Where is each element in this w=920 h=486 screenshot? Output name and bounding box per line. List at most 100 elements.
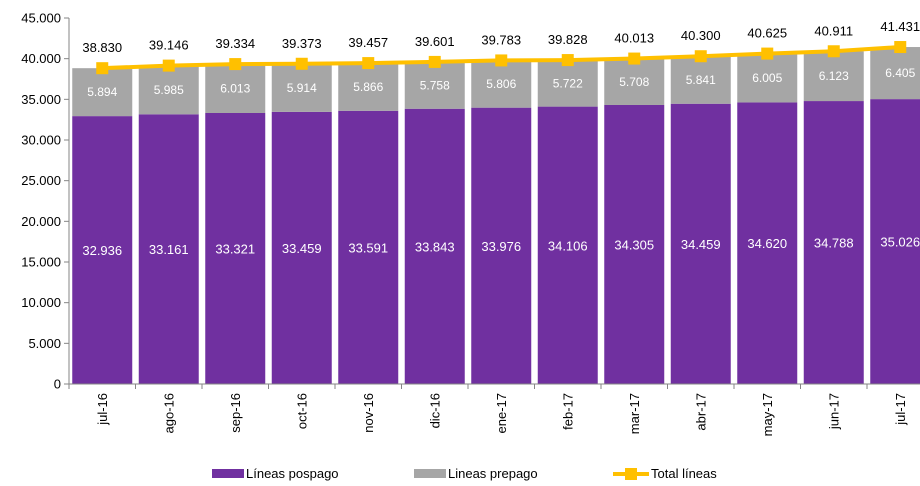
- bar-prepago: [803, 51, 864, 102]
- data-label-prepago: 5.866: [353, 80, 383, 94]
- x-tick-label: ene-17: [494, 393, 509, 433]
- data-label-pospago: 34.459: [681, 237, 721, 252]
- legend-item-prepago: Lineas prepago: [414, 466, 538, 481]
- total-marker: [96, 62, 109, 75]
- x-tick-label: ago-16: [161, 393, 176, 433]
- x-tick-label: dic-16: [427, 393, 442, 428]
- total-marker: [628, 52, 641, 65]
- bar-pospago: [604, 104, 665, 385]
- data-label-pospago: 34.106: [548, 238, 588, 253]
- y-tick-label: 5.000: [28, 336, 61, 351]
- data-label-pospago: 33.591: [348, 240, 388, 255]
- data-label-prepago: 5.894: [87, 85, 117, 99]
- bar-prepago: [471, 60, 532, 108]
- data-label-prepago: 6.005: [752, 71, 782, 85]
- data-label-total: 40.300: [681, 28, 721, 43]
- data-label-pospago: 33.843: [415, 239, 455, 254]
- bar-pospago: [72, 116, 133, 384]
- bar-pospago: [205, 112, 266, 384]
- bar-prepago: [338, 63, 399, 111]
- data-label-total: 39.334: [215, 36, 255, 51]
- x-tick-label: oct-16: [294, 393, 309, 429]
- legend-label-total: Total líneas: [651, 466, 717, 481]
- data-label-prepago: 5.914: [287, 81, 317, 95]
- data-label-prepago: 6.123: [819, 69, 849, 83]
- bar-prepago: [604, 58, 665, 105]
- data-label-pospago: 33.459: [282, 241, 322, 256]
- data-label-pospago: 34.305: [614, 237, 654, 252]
- total-marker: [561, 54, 574, 67]
- data-label-pospago: 33.321: [215, 241, 255, 256]
- x-tick-label: jul-17: [893, 393, 908, 426]
- bar-prepago: [870, 47, 920, 100]
- legend-swatch-pospago: [212, 469, 244, 478]
- data-label-prepago: 5.722: [553, 76, 583, 90]
- data-label-total: 39.146: [149, 38, 189, 53]
- y-tick-label: 20.000: [21, 214, 61, 229]
- data-label-total: 39.783: [481, 32, 521, 47]
- legend-swatch-prepago: [414, 469, 446, 478]
- total-marker: [694, 50, 707, 63]
- bar-pospago: [271, 111, 332, 385]
- y-tick-label: 35.000: [21, 92, 61, 107]
- bar-prepago: [670, 56, 731, 104]
- bar-pospago: [338, 110, 399, 384]
- y-tick-label: 30.000: [21, 133, 61, 148]
- y-tick-label: 45.000: [21, 11, 61, 26]
- bar-prepago: [737, 53, 798, 103]
- legend-label-pospago: Líneas pospago: [246, 466, 339, 481]
- x-tick-label: sep-16: [228, 393, 243, 433]
- total-marker: [428, 55, 441, 68]
- bar-prepago: [138, 65, 199, 115]
- data-label-total: 39.373: [282, 36, 322, 51]
- y-tick-label: 0: [54, 377, 61, 392]
- bar-prepago: [404, 61, 465, 109]
- x-tick-label: feb-17: [560, 393, 575, 430]
- chart: 0 5.000 10.000 15.000 20.000 25.000 30.000 35.0…: [21, 11, 920, 436]
- total-marker: [162, 59, 175, 72]
- data-label-pospago: 33.161: [149, 242, 189, 257]
- total-marker: [295, 57, 308, 70]
- x-tick-label: mar-17: [627, 393, 642, 434]
- data-label-pospago: 32.936: [82, 243, 122, 258]
- legend-swatch-total: [613, 467, 649, 480]
- y-tick-label: 15.000: [21, 255, 61, 270]
- data-label-prepago: 5.806: [486, 77, 516, 91]
- data-label-total: 39.457: [348, 35, 388, 50]
- data-label-pospago: 34.620: [747, 236, 787, 251]
- data-label-total: 40.911: [814, 23, 853, 38]
- total-marker: [894, 41, 907, 54]
- data-label-total: 40.625: [747, 26, 787, 41]
- data-label-pospago: 33.976: [481, 239, 521, 254]
- data-label-prepago: 5.758: [420, 78, 450, 92]
- data-label-total: 39.828: [548, 32, 588, 47]
- data-label-pospago: 35.026: [880, 235, 920, 250]
- x-tick-label: abr-17: [693, 393, 708, 431]
- data-label-total: 39.601: [415, 34, 455, 49]
- legend-label-prepago: Lineas prepago: [448, 466, 538, 481]
- x-tick-label: may-17: [760, 393, 775, 436]
- data-label-prepago: 5.985: [154, 83, 184, 97]
- bar-pospago: [737, 102, 798, 384]
- total-marker: [827, 45, 840, 58]
- data-label-total: 41.431: [880, 19, 920, 34]
- bar-pospago: [471, 107, 532, 384]
- bar-pospago: [670, 103, 731, 385]
- legend-item-total: Total líneas: [613, 466, 717, 481]
- bar-prepago: [205, 64, 266, 113]
- bar-pospago: [537, 106, 598, 385]
- legend-item-pospago: Líneas pospago: [212, 466, 339, 481]
- data-label-prepago: 6.405: [885, 66, 915, 80]
- data-label-pospago: 34.788: [814, 236, 854, 251]
- data-label-total: 40.013: [614, 31, 654, 46]
- x-tick-label: nov-16: [361, 393, 376, 433]
- data-label-prepago: 6.013: [220, 82, 250, 96]
- total-marker: [229, 58, 242, 71]
- data-label-prepago: 5.708: [619, 75, 649, 89]
- y-tick-label: 10.000: [21, 295, 61, 310]
- bar-pospago: [138, 114, 199, 385]
- legend: Líneas pospago Lineas prepago Total líne…: [0, 466, 920, 486]
- data-label-total: 38.830: [82, 40, 122, 55]
- y-tick-label: 25.000: [21, 173, 61, 188]
- total-marker: [495, 54, 508, 67]
